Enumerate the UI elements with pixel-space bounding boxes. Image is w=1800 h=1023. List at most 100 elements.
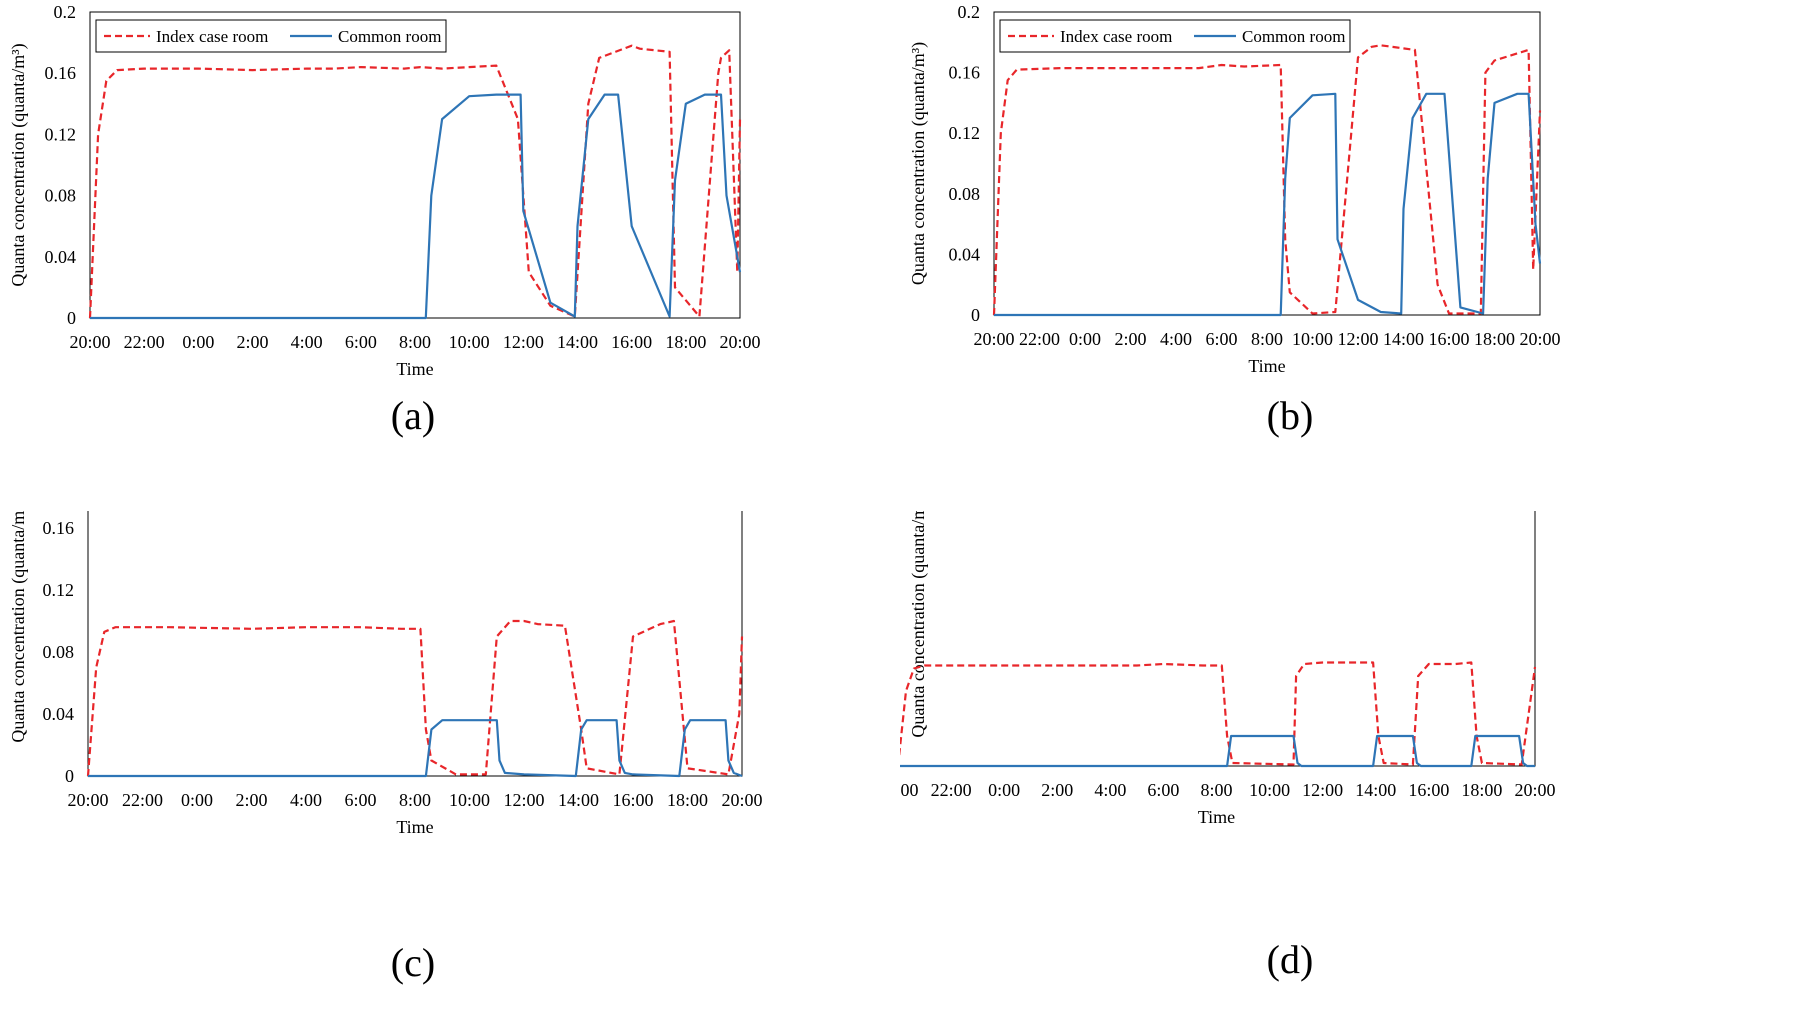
plot-frame [900,511,1536,767]
x-tick-label: 18:00 [1474,329,1515,349]
x-tick-label: 0:00 [1069,329,1101,349]
y-tick-label: 0.16 [43,518,75,538]
series-line-index-case-room [900,661,1537,766]
legend-label-common: Common room [1242,27,1345,46]
x-tick-label: 16:00 [1408,780,1449,800]
y-tick-label: 0.04 [45,247,77,267]
panel-a: 0 0.04 0.08 0.12 0.16 0.2 20:00 22:00 0:00 2:00 4:… [0,0,900,511]
y-tick-label: 0 [67,308,76,328]
y-tick-label: 0.12 [43,580,75,600]
y-tick-label: 0 [65,766,74,786]
y-tick-label: 0.08 [43,642,75,662]
x-tick-label: 20:00 [69,332,110,352]
x-tick-label: 10:00 [449,790,490,810]
series-line-common-room [900,734,1535,768]
y-tick-label: 0.08 [45,186,77,206]
chart-a: 0 0.04 0.08 0.12 0.16 0.2 20:00 22:00 0:00 2:00 4:… [8,2,761,379]
x-tick-label: 20:00 [1514,780,1555,800]
series-line-index-case-room [992,44,1542,316]
y-axis-label: Quanta concentration (quanta/m³) [8,511,29,743]
x-tick-label: 20:00 [900,780,919,800]
x-tick-label: 2:00 [235,790,267,810]
panel-b: 0 0.04 0.08 0.12 0.16 0.2 20:00 22:00 0:00 2:00 4:… [900,0,1800,511]
x-tick-label: 18:00 [667,790,708,810]
x-tick-label: 10:00 [449,332,490,352]
x-axis-label: Time [1198,807,1235,827]
x-tick-label: 22:00 [931,780,972,800]
legend-label-common: Common room [338,27,441,46]
y-tick-label: 0.2 [958,2,981,22]
x-tick-label: 8:00 [399,332,431,352]
x-tick-label: 22:00 [124,332,165,352]
panel-label-b: (b) [1266,393,1314,438]
x-tick-label: 14:00 [1355,780,1396,800]
legend-label-index: Index case room [1060,27,1172,46]
x-tick-label: 4:00 [291,332,323,352]
x-tick-label: 18:00 [1461,780,1502,800]
x-tick-label: 6:00 [344,790,376,810]
legend-box [95,19,447,53]
x-tick-label: 20:00 [67,790,108,810]
x-tick-label: 14:00 [558,790,599,810]
y-tick-label: 0 [971,305,980,325]
x-tick-label: 10:00 [1292,329,1333,349]
legend-label-index: Index case room [156,27,268,46]
y-tick-label: 0.04 [949,244,981,264]
series-line-common-room [90,93,742,320]
y-tick-label: 0.16 [45,63,77,83]
x-tick-label: 8:00 [1200,780,1232,800]
y-tick-label: 0.12 [45,124,77,144]
series-line-index-case-room [88,44,742,319]
y-tick-label: 0.08 [949,184,981,204]
x-tick-label: 14:00 [557,332,598,352]
y-axis-label: Quanta concentration (quanta/m³) [8,43,29,286]
series-line-index-case-room [86,619,744,777]
y-tick-label: 0.04 [43,704,75,724]
x-tick-label: 22:00 [122,790,163,810]
x-tick-label: 0:00 [988,780,1020,800]
x-tick-label: 6:00 [1147,780,1179,800]
x-tick-label: 2:00 [1114,329,1146,349]
x-axis-label: Time [396,359,433,379]
x-tick-label: 12:00 [503,790,544,810]
series-line-common-room [88,719,743,778]
x-tick-label: 4:00 [290,790,322,810]
x-tick-label: 4:00 [1160,329,1192,349]
x-tick-label: 20:00 [973,329,1014,349]
chart-c: 00.040.080.120.160.220:0022:000:002:004:… [8,511,763,837]
y-axis-label: Quanta concentration (quanta/m³) [908,42,929,285]
x-tick-label: 12:00 [1337,329,1378,349]
x-axis-label: Time [396,817,433,837]
panel-label-d: (d) [1266,937,1314,982]
plot-frame [89,11,741,319]
x-axis-label: Time [1248,356,1285,376]
x-tick-label: 20:00 [721,790,762,810]
x-tick-label: 20:00 [1519,329,1560,349]
x-tick-label: 16:00 [611,332,652,352]
x-tick-label: 10:00 [1249,780,1290,800]
panel-d: 00.040.080.120.160.220:0022:000:002:004:… [900,511,1800,1022]
x-tick-label: 2:00 [236,332,268,352]
x-tick-label: 4:00 [1094,780,1126,800]
x-tick-label: 0:00 [181,790,213,810]
x-tick-label: 2:00 [1041,780,1073,800]
legend-box [999,19,1351,53]
x-tick-label: 16:00 [1428,329,1469,349]
x-tick-label: 0:00 [182,332,214,352]
chart-b: 00.040.080.120.160.220:00 22:00 0:00 2:00 4:… [908,2,1561,376]
x-tick-label: 6:00 [1205,329,1237,349]
series-line-common-room [994,92,1542,317]
y-axis-label: Quanta concentration (quanta/m³) [908,511,929,738]
panel-c: 00.040.080.120.160.220:0022:000:002:004:… [0,511,900,1022]
panel-label-c: (c) [390,940,436,985]
x-tick-label: 20:00 [719,332,760,352]
x-tick-label: 12:00 [1302,780,1343,800]
x-tick-label: 12:00 [503,332,544,352]
x-tick-label: 22:00 [1019,329,1060,349]
x-tick-label: 16:00 [612,790,653,810]
panel-label-a: (a) [390,393,436,438]
x-tick-label: 18:00 [665,332,706,352]
y-tick-label: 0.2 [54,2,77,22]
chart-d: 00.040.080.120.160.220:0022:000:002:004:… [900,511,1556,827]
y-tick-label: 0.16 [949,63,981,83]
